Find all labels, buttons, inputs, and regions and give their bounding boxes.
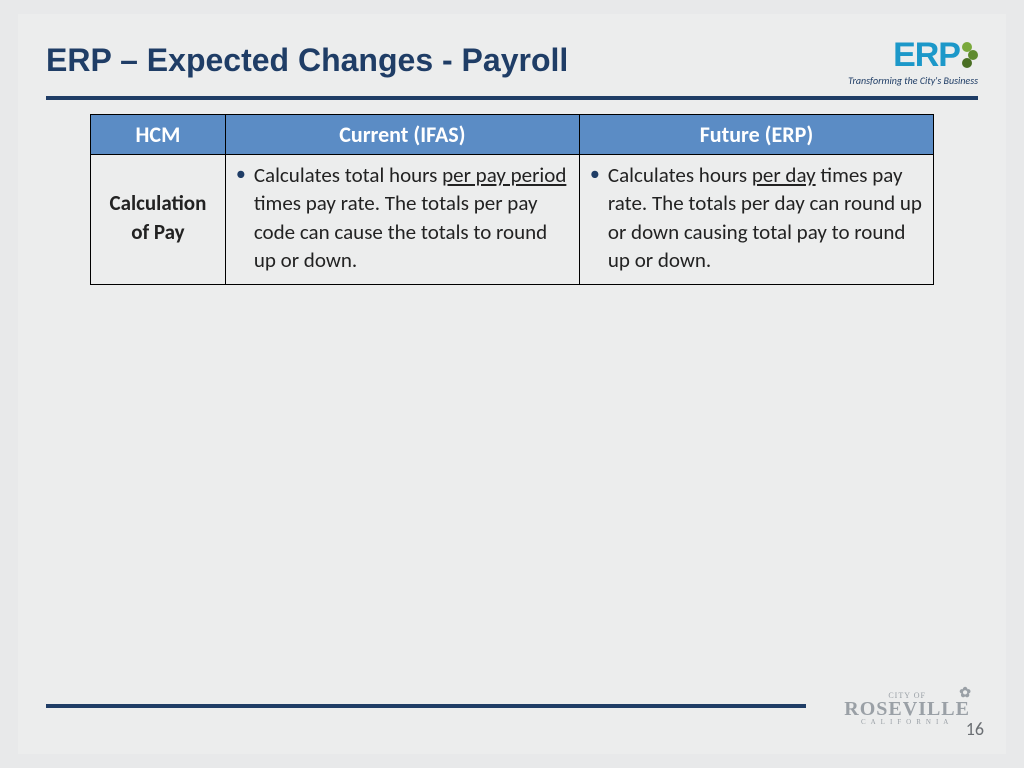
erp-logo-tagline: Transforming the City's Business — [848, 74, 978, 87]
table-row: Calculation of Pay • Calculates total ho… — [91, 155, 934, 285]
comparison-table: HCM Current (IFAS) Future (ERP) Calculat… — [90, 114, 934, 285]
header-rule — [46, 96, 978, 100]
cell-future: • Calculates hours per day times pay rat… — [579, 155, 933, 285]
text-underlined: per day — [752, 162, 816, 188]
future-text: Calculates hours per day times pay rate.… — [608, 161, 923, 274]
erp-logo-letters: ERP — [893, 38, 960, 72]
erp-logo: ERP Transforming the City's Business — [848, 38, 978, 87]
page-title: ERP – Expected Changes - Payroll — [46, 42, 568, 79]
current-text: Calculates total hours per pay period ti… — [254, 161, 569, 274]
col-current: Current (IFAS) — [225, 115, 579, 155]
cell-current: • Calculates total hours per pay period … — [225, 155, 579, 285]
erp-logo-text: ERP — [848, 38, 978, 72]
text-pre: Calculates hours — [608, 162, 752, 188]
footer-rule — [46, 704, 806, 708]
page-number: 16 — [966, 718, 984, 740]
footer-cityname: ROSEVILLE ✿ — [844, 700, 970, 718]
text-underlined: per pay period — [442, 162, 566, 188]
text-pre: Calculates total hours — [254, 162, 442, 188]
bullet-icon: • — [590, 161, 608, 274]
text-post: times pay rate. The totals per pay code … — [254, 190, 547, 273]
col-future: Future (ERP) — [579, 115, 933, 155]
table-header-row: HCM Current (IFAS) Future (ERP) — [91, 115, 934, 155]
rose-icon: ✿ — [959, 688, 972, 701]
gears-icon — [962, 42, 978, 68]
slide: ERP – Expected Changes - Payroll ERP Tra… — [18, 14, 1006, 754]
bullet-icon: • — [236, 161, 254, 274]
col-hcm: HCM — [91, 115, 226, 155]
header: ERP – Expected Changes - Payroll ERP Tra… — [46, 42, 978, 87]
row-label: Calculation of Pay — [91, 155, 226, 285]
roseville-logo: CITY OF ROSEVILLE ✿ CALIFORNIA — [844, 691, 970, 726]
